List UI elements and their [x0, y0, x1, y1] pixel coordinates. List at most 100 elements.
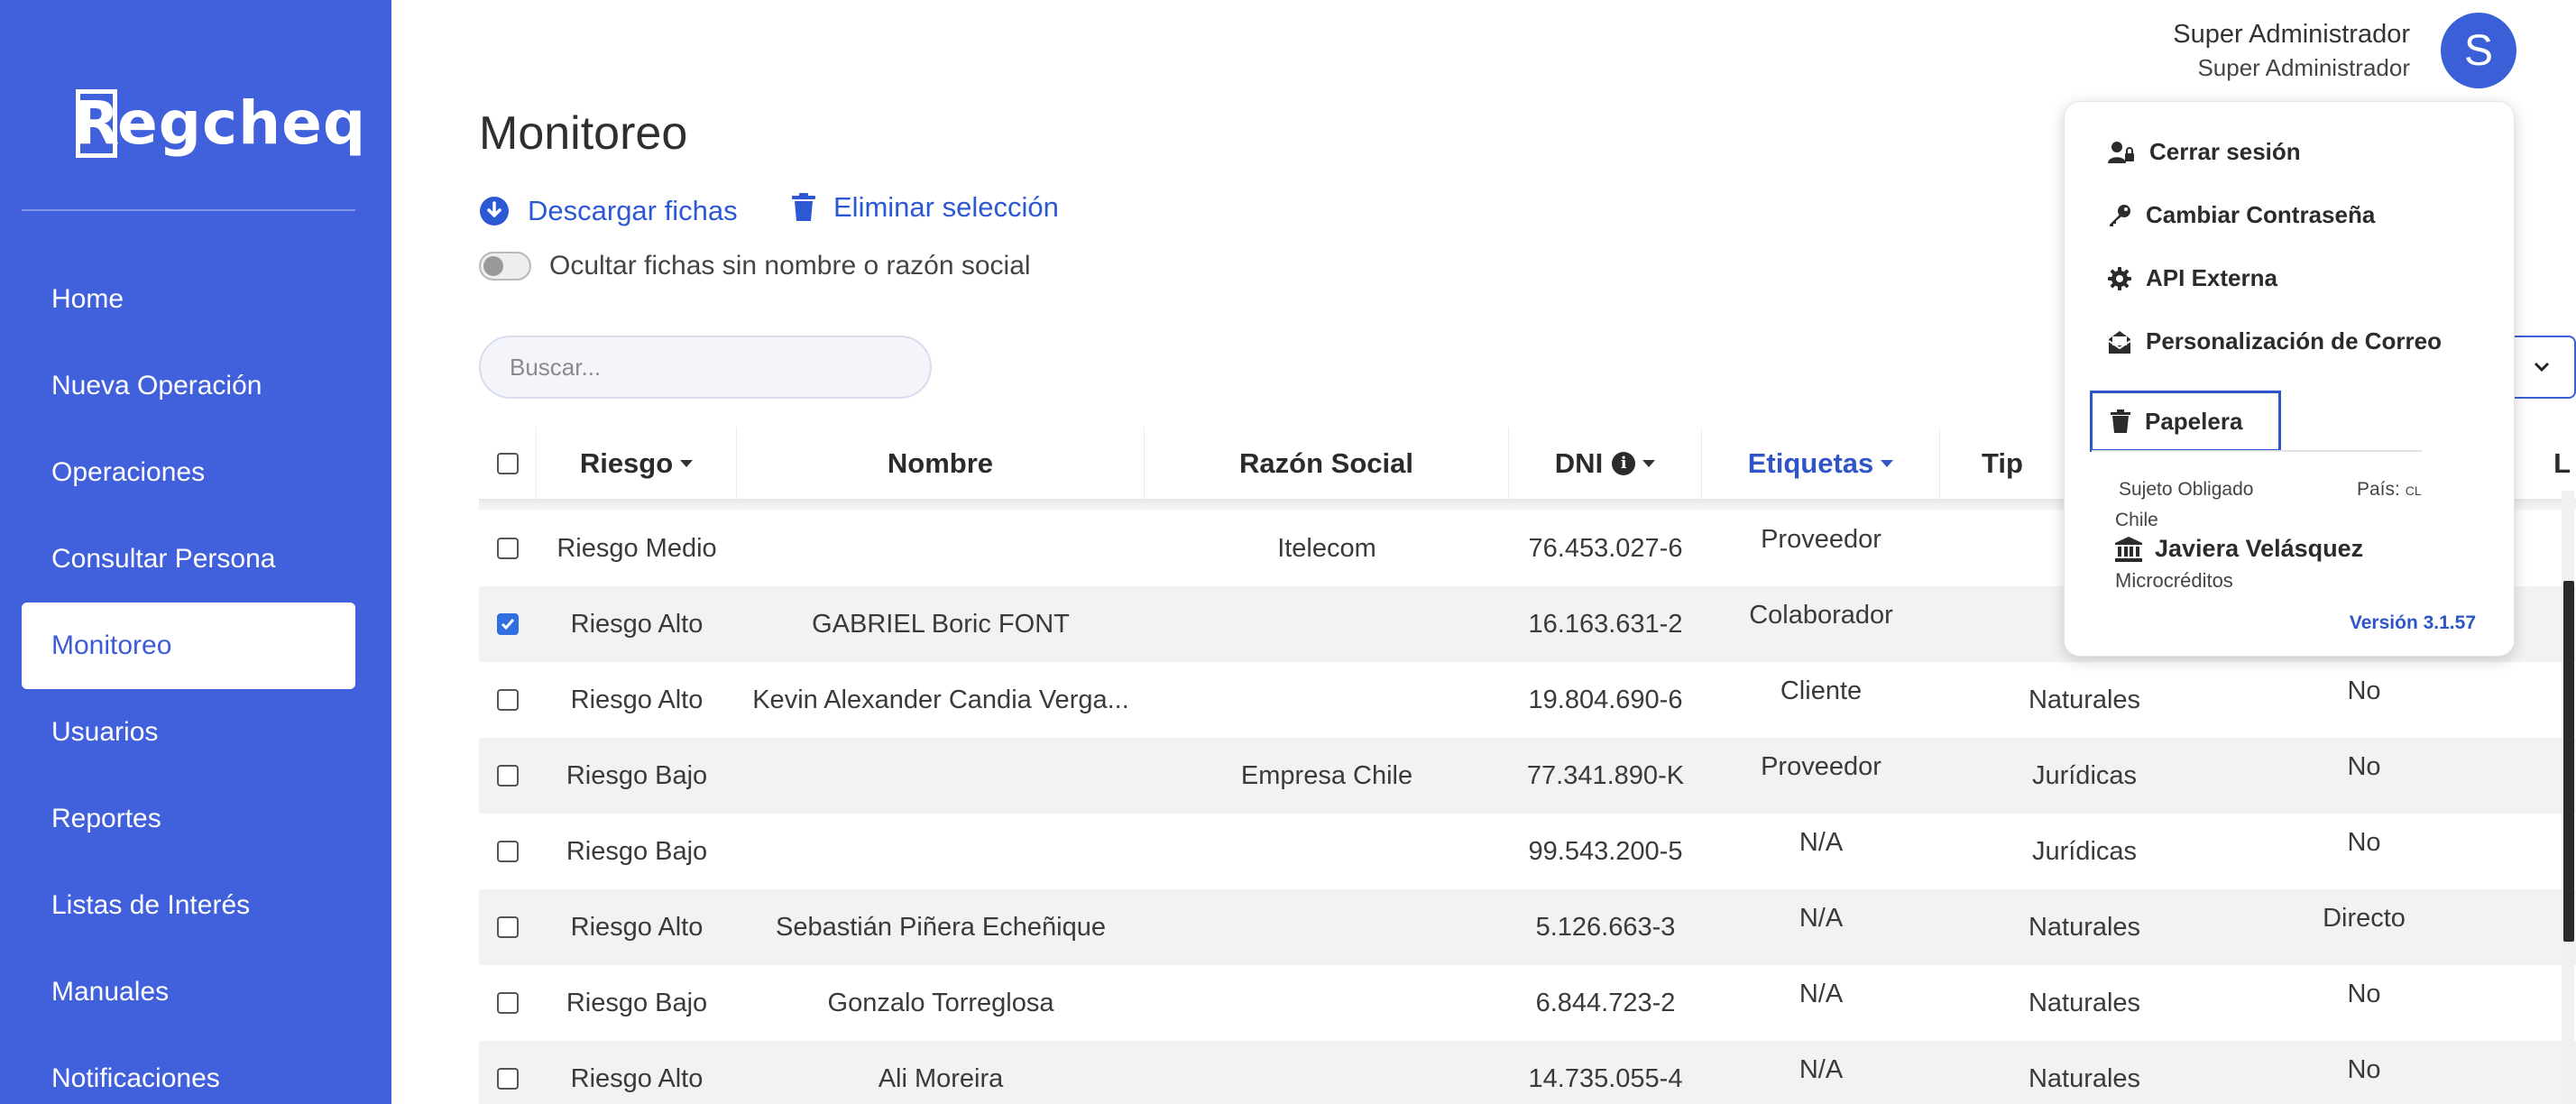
row-checkbox[interactable]: [497, 916, 519, 938]
menu-label: Cambiar Contraseña: [2146, 201, 2376, 228]
cell-riesgo: Riesgo Bajo: [566, 988, 708, 1017]
table-row[interactable]: Riesgo Bajo Empresa Chile 77.341.890-K Prov…: [479, 738, 2576, 814]
cell-nombre: Gonzalo Torreglosa: [827, 988, 1054, 1017]
column-header-riesgo[interactable]: Riesgo: [537, 427, 737, 500]
scrollbar-thumb[interactable]: [2563, 581, 2574, 942]
cell-tipo: Naturales: [2028, 988, 2141, 1017]
row-select-cell: [479, 586, 537, 662]
table-row[interactable]: Riesgo Alto Sebastián Piñera Echeñique 5.1…: [479, 889, 2576, 965]
header-user-role: Super Administrador: [2197, 54, 2410, 81]
regcheq-logo[interactable]: R egcheq: [73, 87, 365, 161]
row-checkbox[interactable]: [497, 538, 519, 559]
cell-tipo: Naturales: [2028, 912, 2141, 942]
cell-razon-social: [1145, 965, 1509, 1041]
row-select-cell: [479, 965, 537, 1041]
sidebar-nav: Home Nueva Operación Operaciones Consult…: [22, 256, 355, 1104]
row-checkbox[interactable]: [497, 765, 519, 787]
cell-nombre: [737, 814, 1145, 889]
cell-etiqueta: Cliente: [1780, 676, 1863, 705]
row-checkbox[interactable]: [497, 689, 519, 711]
column-header-dni[interactable]: DNI i: [1509, 427, 1702, 500]
ocultar-fichas-toggle[interactable]: [479, 252, 531, 281]
menu-item-personalizacion-correo[interactable]: Personalización de Correo: [2108, 327, 2442, 355]
version-label: Versión 3.1.57: [2349, 612, 2476, 633]
cell-etiqueta: Proveedor: [1761, 525, 1881, 554]
page-title: Monitoreo: [479, 107, 688, 160]
cell-extra: No: [2347, 1055, 2381, 1084]
sidebar-item-notificaciones[interactable]: Notificaciones: [51, 1063, 220, 1093]
cell-etiqueta: N/A: [1799, 1055, 1844, 1084]
column-header-label: Razón Social: [1239, 446, 1413, 479]
cell-dni: 14.735.055-4: [1528, 1063, 1683, 1093]
search-input[interactable]: [479, 336, 932, 399]
pais-label-text: País:: [2357, 479, 2400, 500]
sort-caret-icon: [1642, 459, 1656, 467]
menu-item-papelera[interactable]: Papelera: [2090, 391, 2281, 452]
sidebar-item-listas-de-interes[interactable]: Listas de Interés: [51, 890, 251, 920]
sidebar-item-home[interactable]: Home: [51, 284, 124, 314]
sidebar-item-monitoreo[interactable]: Monitoreo: [22, 603, 355, 689]
pais-label: País: CL: [2357, 479, 2422, 501]
cell-razon-social: Itelecom: [1277, 533, 1376, 563]
table-row[interactable]: Riesgo Alto Kevin Alexander Candia Verga.…: [479, 662, 2576, 738]
column-header-label: Nombre: [887, 446, 994, 479]
user-menu-dropdown: Cerrar sesión Cambiar Contraseña API Ext…: [2064, 101, 2515, 657]
cell-nombre: Kevin Alexander Candia Verga...: [752, 685, 1129, 714]
info-icon[interactable]: i: [1612, 451, 1636, 475]
table-row[interactable]: Riesgo Alto Ali Moreira 14.735.055-4 N/A Nat…: [479, 1041, 2576, 1104]
cell-etiqueta: N/A: [1799, 980, 1844, 1008]
key-icon: [2110, 204, 2130, 226]
eliminar-seleccion-button[interactable]: Eliminar selección: [792, 191, 1059, 224]
sidebar-item-manuales[interactable]: Manuales: [51, 977, 170, 1007]
mail-open-icon: [2108, 330, 2131, 354]
pais-code: CL: [2405, 483, 2422, 498]
cell-dni: 77.341.890-K: [1526, 760, 1685, 790]
column-header-label: Tip: [1982, 446, 2023, 479]
menu-item-api-externa[interactable]: API Externa: [2108, 264, 2277, 292]
cell-dni: 16.163.631-2: [1528, 609, 1683, 639]
cell-etiqueta: N/A: [1799, 904, 1844, 933]
sidebar: R egcheq Home Nueva Operación Operacione…: [0, 0, 391, 1104]
row-checkbox[interactable]: [497, 1068, 519, 1090]
column-header-label: Etiquetas: [1747, 446, 1874, 479]
row-checkbox[interactable]: [497, 992, 519, 1014]
column-header-nombre[interactable]: Nombre: [737, 427, 1145, 500]
sidebar-item-nueva-operacion[interactable]: Nueva Operación: [51, 371, 262, 400]
table-row[interactable]: Riesgo Bajo 99.543.200-5 N/A Jurídicas No: [479, 814, 2576, 889]
cell-extra: No: [2347, 676, 2381, 705]
header-user-name[interactable]: Super Administrador: [2173, 20, 2410, 49]
sujeto-obligado-person: Javiera Velásquez: [2115, 535, 2363, 563]
menu-label: Papelera: [2145, 407, 2243, 435]
cell-razon-social: [1145, 814, 1509, 889]
sidebar-divider: [22, 209, 355, 211]
column-header-razon-social[interactable]: Razón Social: [1145, 427, 1509, 500]
cell-dni: 5.126.663-3: [1535, 912, 1676, 942]
row-select-cell: [479, 662, 537, 738]
sidebar-item-usuarios[interactable]: Usuarios: [51, 717, 159, 747]
menu-item-cerrar-sesion[interactable]: Cerrar sesión: [2108, 138, 2301, 166]
sujeto-obligado-label: Sujeto Obligado: [2119, 479, 2254, 500]
column-header-l[interactable]: L: [2499, 428, 2576, 500]
select-all-checkbox[interactable]: [496, 452, 519, 474]
cell-razon-social: Empresa Chile: [1240, 760, 1413, 790]
download-fichas-button[interactable]: Descargar fichas: [479, 195, 738, 227]
sidebar-item-reportes[interactable]: Reportes: [51, 804, 161, 833]
row-checkbox[interactable]: [497, 613, 519, 635]
row-checkbox[interactable]: [497, 841, 519, 862]
cell-nombre: Ali Moreira: [878, 1063, 1004, 1093]
company-name: Microcréditos: [2115, 569, 2233, 592]
cell-extra: No: [2347, 828, 2381, 857]
logo-r-glyph: R: [73, 88, 120, 158]
avatar[interactable]: S: [2441, 13, 2516, 88]
column-header-label: L: [2553, 446, 2571, 479]
table-row[interactable]: Riesgo Bajo Gonzalo Torreglosa 6.844.723-2…: [479, 965, 2576, 1041]
cell-nombre: [737, 738, 1145, 814]
building-columns-icon: [2115, 536, 2142, 562]
table-row[interactable]: Riesgo Medio Itelecom 76.453.027-6 Proveedo…: [479, 511, 2576, 586]
sidebar-item-operaciones[interactable]: Operaciones: [51, 457, 206, 487]
sidebar-item-consultar-persona[interactable]: Consultar Persona: [51, 544, 276, 574]
cell-tipo: Naturales: [2028, 1063, 2141, 1093]
menu-item-cambiar-contrasena[interactable]: Cambiar Contraseña: [2108, 201, 2375, 229]
column-header-etiquetas[interactable]: Etiquetas: [1702, 427, 1940, 500]
eliminar-seleccion-label: Eliminar selección: [833, 191, 1059, 223]
